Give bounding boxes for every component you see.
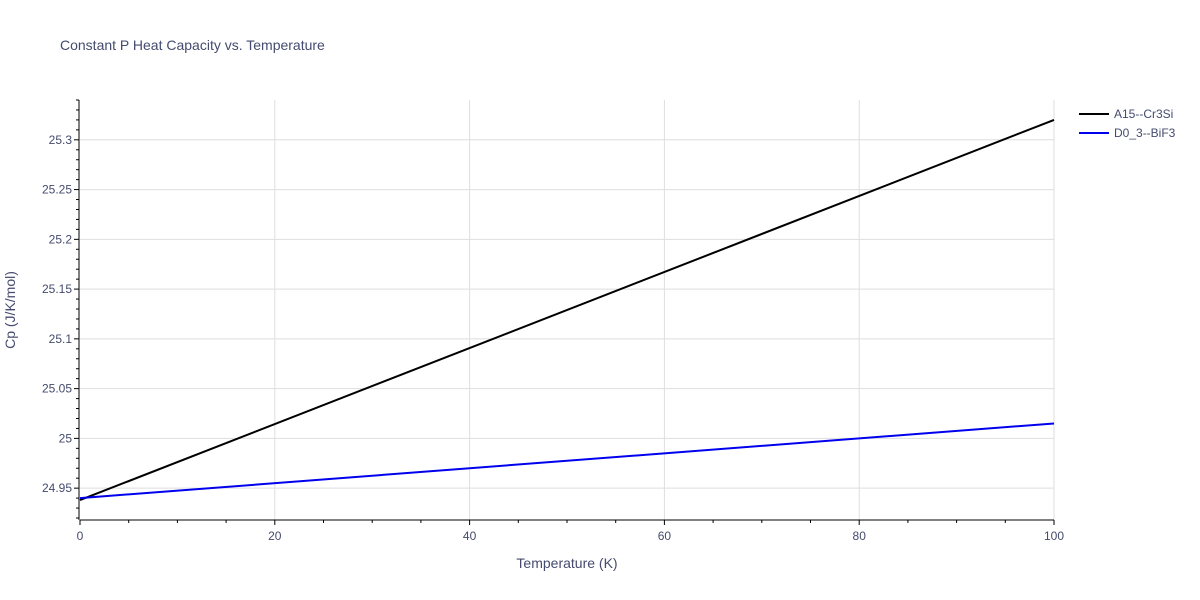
axes: 0 20 40 60 80 100 24.95 25 25.05 25.1 25.15 25.2 25.… (42, 99, 1064, 543)
x-tick-label: 60 (658, 529, 672, 543)
x-axis-title: Temperature (K) (516, 555, 617, 571)
y-tick-label: 25.05 (42, 382, 72, 396)
x-tick-label: 40 (463, 529, 477, 543)
x-tick-label: 100 (1044, 529, 1064, 543)
y-tick-label: 25.2 (49, 232, 73, 246)
chart-title: Constant P Heat Capacity vs. Temperature (60, 37, 325, 53)
y-tick-label: 25.3 (49, 133, 73, 147)
grid (80, 100, 1055, 520)
y-tick-label: 24.95 (42, 481, 72, 495)
legend-label: D0_3--BiF3 (1114, 126, 1176, 140)
y-tick-label: 25.15 (42, 282, 72, 296)
x-tick-label: 80 (853, 529, 867, 543)
x-tick-label: 20 (268, 529, 282, 543)
series (79, 118, 1055, 502)
legend[interactable]: A15--Cr3Si D0_3--BiF3 (1079, 107, 1176, 140)
y-tick-label: 25 (59, 431, 73, 445)
legend-label: A15--Cr3Si (1114, 107, 1173, 121)
series-line-D0_3--BiF3 (79, 422, 1055, 500)
y-tick-label: 25.25 (42, 183, 72, 197)
y-axis-title: Cp (J/K/mol) (2, 271, 18, 349)
y-tick-label: 25.1 (49, 332, 73, 346)
series-line-A15--Cr3Si (79, 118, 1055, 502)
x-tick-label: 0 (77, 529, 84, 543)
